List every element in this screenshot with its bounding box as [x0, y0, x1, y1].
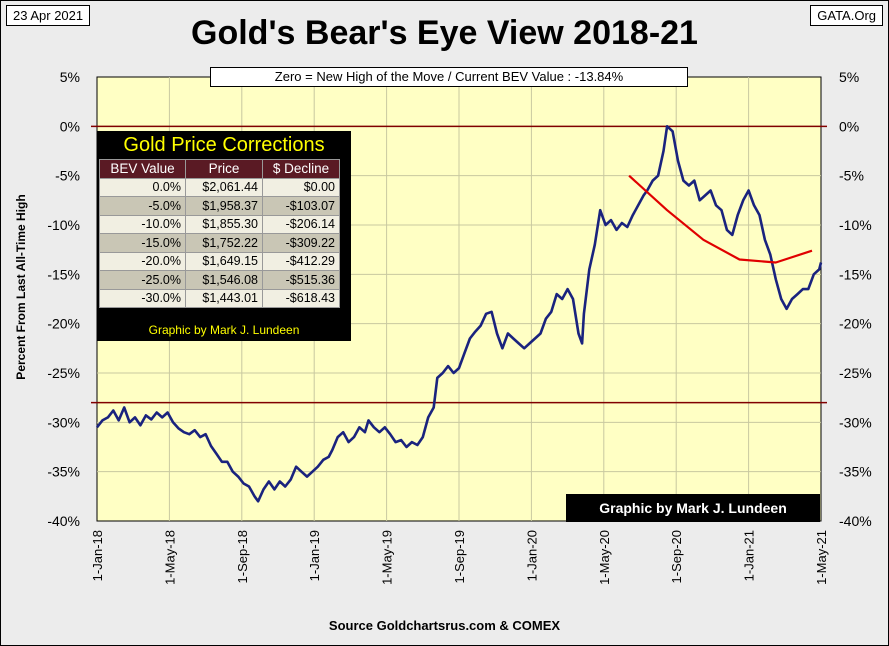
table-cell: $2,061.44 — [185, 177, 263, 197]
x-tick-label: 1-Jan-20 — [524, 530, 539, 581]
y-tick-label-right: -35% — [839, 464, 872, 480]
y-tick-label-left: 5% — [60, 69, 80, 85]
y-tick-label-right: -5% — [839, 168, 864, 184]
y-tick-label-right: -40% — [839, 513, 872, 529]
trend-line — [628, 174, 813, 264]
y-tick-label-right: 5% — [839, 69, 859, 85]
table-row: -25.0% $1,546.08 -$515.36 — [99, 270, 340, 290]
bev-series-line — [95, 125, 823, 503]
table-cell: -30.0% — [99, 288, 186, 308]
table-cell: -$412.29 — [262, 251, 340, 271]
y-tick-label-left: 0% — [60, 118, 80, 134]
table-cell: 0.0% — [99, 177, 186, 197]
y-tick-label-left: -30% — [47, 414, 80, 430]
table-cell: $1,649.15 — [185, 251, 263, 271]
y-axis-label: Percent From Last All-Time High — [14, 194, 28, 380]
y-tick-label-right: -30% — [839, 414, 872, 430]
table-cell: -5.0% — [99, 196, 186, 216]
table-header-bev: BEV Value — [99, 159, 186, 179]
y-tick-label-left: -35% — [47, 464, 80, 480]
table-cell: $1,855.30 — [185, 214, 263, 234]
table-cell: $0.00 — [262, 177, 340, 197]
x-tick-label: 1-Sep-19 — [452, 530, 467, 583]
x-tick-label: 1-May-18 — [162, 530, 177, 585]
table-row: -10.0% $1,855.30 -$206.14 — [99, 214, 340, 234]
correction-table-title: Gold Price Corrections — [123, 134, 325, 156]
table-cell: -$309.22 — [262, 233, 340, 253]
x-tick-label: 1-May-20 — [597, 530, 612, 585]
x-tick-label: 1-Sep-20 — [669, 530, 684, 583]
date-label: 23 Apr 2021 — [6, 5, 91, 26]
y-tick-label-left: -15% — [47, 266, 80, 282]
table-row: -20.0% $1,649.15 -$412.29 — [99, 251, 340, 271]
table-row: -15.0% $1,752.22 -$309.22 — [99, 233, 340, 253]
table-header-price: Price — [185, 159, 263, 179]
table-cell: $1,443.01 — [185, 288, 263, 308]
source-label: Source Goldchartsrus.com & COMEX — [328, 618, 561, 633]
table-cell: -$206.14 — [262, 214, 340, 234]
table-cell: -$618.43 — [262, 288, 340, 308]
x-tick-label: 1-Jan-18 — [90, 530, 105, 581]
y-tick-label-right: -10% — [839, 217, 872, 233]
table-cell: -25.0% — [99, 270, 186, 290]
x-tick-label: 1-Jan-19 — [307, 530, 322, 581]
table-header-decline: $ Decline — [262, 159, 340, 179]
table-row: -5.0% $1,958.37 -$103.07 — [99, 196, 340, 216]
x-tick-label: 1-May-19 — [380, 530, 395, 585]
chart-title: Gold's Bear's Eye View 2018-21 — [191, 14, 698, 52]
x-tick-label: 1-May-21 — [814, 530, 829, 585]
table-cell: -$103.07 — [262, 196, 340, 216]
y-tick-label-left: -20% — [47, 316, 80, 332]
x-tick-label: 1-Jan-21 — [742, 530, 757, 581]
table-cell: -$515.36 — [262, 270, 340, 290]
credit-box: Graphic by Mark J. Lundeen — [566, 494, 820, 522]
y-tick-label-right: -20% — [839, 316, 872, 332]
table-cell: -20.0% — [99, 251, 186, 271]
correction-table-panel: Gold Price Corrections BEV Value Price $… — [97, 131, 351, 341]
y-tick-label-right: -15% — [839, 266, 872, 282]
table-cell: -10.0% — [99, 214, 186, 234]
site-label: GATA.Org — [810, 5, 883, 26]
y-tick-label-right: 0% — [839, 118, 859, 134]
table-row: -30.0% $1,443.01 -$618.43 — [99, 288, 340, 308]
y-tick-label-right: -25% — [839, 365, 872, 381]
chart-subtitle: Zero = New High of the Move / Current BE… — [210, 67, 688, 87]
x-tick-label: 1-Sep-18 — [235, 530, 250, 583]
table-cell: $1,958.37 — [185, 196, 263, 216]
correction-table: BEV Value Price $ Decline 0.0% $2,061.44… — [99, 159, 340, 308]
y-tick-label-left: -5% — [55, 168, 80, 184]
y-tick-label-left: -40% — [47, 513, 80, 529]
table-cell: -15.0% — [99, 233, 186, 253]
table-credit: Graphic by Mark J. Lundeen — [148, 323, 300, 337]
y-tick-label-left: -10% — [47, 217, 80, 233]
table-cell: $1,546.08 — [185, 270, 263, 290]
table-cell: $1,752.22 — [185, 233, 263, 253]
table-row: 0.0% $2,061.44 $0.00 — [99, 177, 340, 197]
y-tick-label-left: -25% — [47, 365, 80, 381]
